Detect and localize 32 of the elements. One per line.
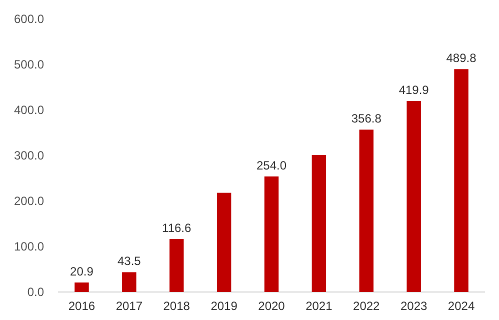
y-tick-label: 0.0	[27, 285, 44, 300]
bar	[359, 130, 374, 292]
bar	[74, 282, 89, 292]
y-tick-label: 600.0	[14, 12, 44, 26]
y-tick-label: 100.0	[14, 240, 44, 254]
bar	[169, 238, 184, 292]
y-tick-label: 200.0	[14, 194, 44, 208]
x-tick-label: 2023	[400, 299, 428, 313]
y-tick-label: 400.0	[14, 103, 44, 118]
data-label: 489.8	[446, 51, 477, 66]
bar	[454, 69, 468, 292]
x-tick-label: 2021	[306, 299, 333, 313]
data-label: 419.9	[398, 82, 430, 97]
data-label: 43.5	[117, 254, 142, 268]
x-tick-label: 2018	[163, 299, 190, 313]
data-label: 116.6	[162, 220, 192, 235]
bar	[406, 100, 421, 292]
bar	[122, 272, 136, 292]
bar	[216, 192, 232, 292]
data-label: 356.8	[351, 112, 382, 126]
y-tick-label: 500.0	[14, 58, 44, 72]
bar	[312, 155, 326, 292]
y-tick-label: 300.0	[14, 148, 44, 163]
data-label: 20.9	[70, 264, 94, 278]
x-tick-label: 2024	[448, 299, 475, 313]
bar	[264, 176, 279, 292]
data-label: 254.0	[256, 158, 287, 172]
x-tick-label: 2017	[116, 299, 143, 313]
x-tick-label: 2022	[353, 299, 380, 313]
x-tick-label: 2019	[210, 299, 238, 313]
x-tick-label: 2016	[68, 299, 96, 313]
x-tick-label: 2020	[258, 299, 286, 313]
